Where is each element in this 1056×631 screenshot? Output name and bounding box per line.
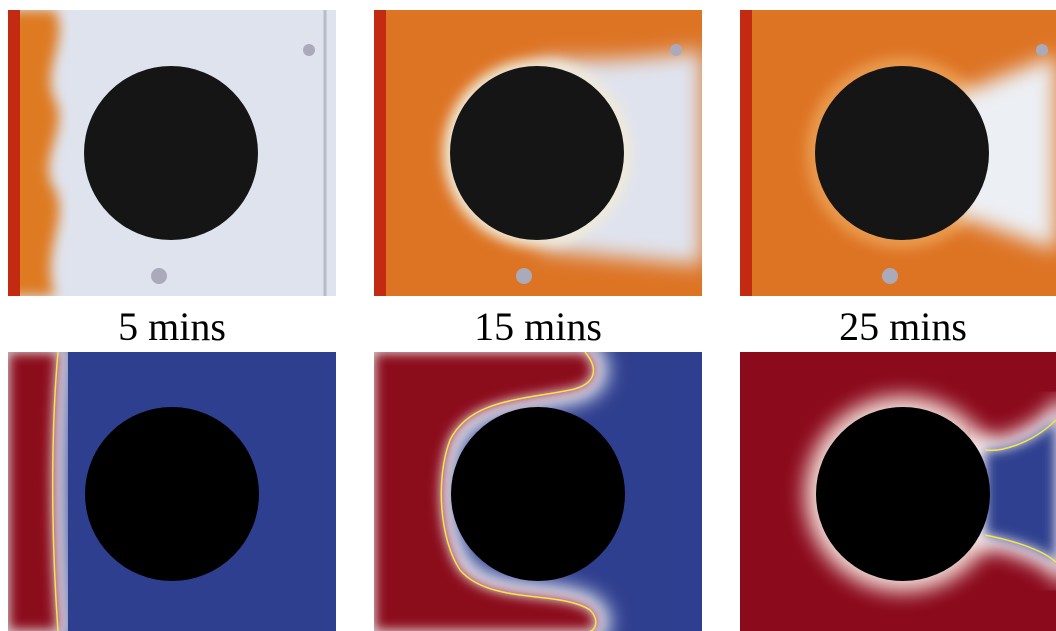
photo-panel [740,10,1056,296]
simulation-panel [8,352,336,631]
simulation-panel [740,352,1056,631]
obstacle [84,66,258,240]
obstacle [451,407,625,581]
time-label: 15 mins [474,304,602,349]
simulation-panel [374,352,702,631]
obstacle [816,407,990,581]
photo-panel [374,10,702,296]
obstacle [85,407,259,581]
time-label: 25 mins [839,304,967,349]
obstacle [815,66,989,240]
photo-panel [8,10,336,296]
time-label: 5 mins [118,304,226,349]
obstacle [450,66,624,240]
